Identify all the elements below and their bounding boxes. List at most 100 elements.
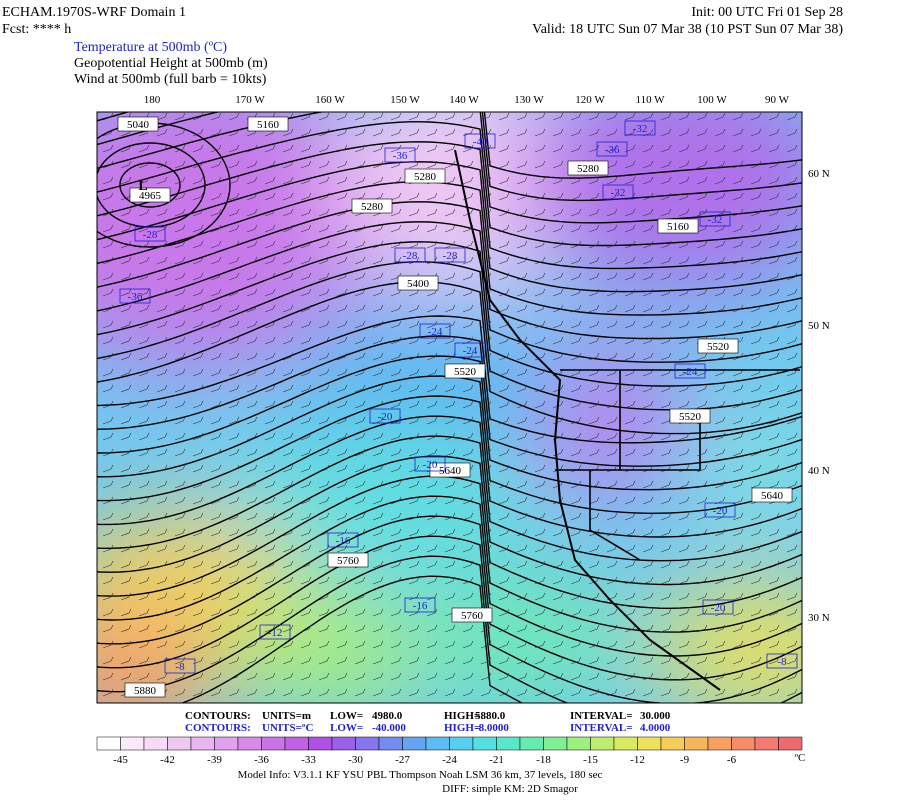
colorbar-swatch: [402, 736, 427, 751]
temp-label-box: [119, 288, 151, 304]
colorbar-label: -18: [536, 754, 551, 766]
temp-label: -24: [428, 326, 443, 338]
temp-label: -32: [611, 187, 626, 199]
temp-label-box: [164, 658, 196, 674]
temp-label: -32: [708, 214, 723, 226]
colorbar-swatch: [237, 736, 262, 751]
colorbar-swatch: [613, 736, 638, 751]
colorbar-label: -9: [680, 754, 690, 766]
lon-label: 160 W: [315, 94, 345, 106]
colorbar-swatch: [590, 736, 615, 751]
contour-line: [97, 535, 802, 703]
temp-label: -24: [683, 366, 698, 378]
temp-label-box: [394, 247, 426, 263]
colorbar-label: -39: [207, 754, 222, 766]
colorbar-label: -42: [160, 754, 175, 766]
contour-line: [97, 121, 802, 247]
footer: CONTOURS: UNITS=m LOW= 4980.0 HIGH=5880.0 INT…: [185, 710, 671, 734]
height-label: 5760: [461, 610, 484, 622]
contour-info: CONTOURS:: [185, 710, 251, 722]
forecast-hour: Fcst: **** h: [2, 22, 71, 37]
temp-label-box: [414, 456, 446, 472]
colorbar-label: -6: [727, 754, 737, 766]
contour-line: [97, 141, 802, 270]
colorbar-swatch: [355, 736, 380, 751]
temp-label-box: [369, 408, 401, 424]
colorbar-swatch: [308, 736, 333, 751]
height-label: 5160: [257, 119, 280, 131]
height-label-box: [451, 607, 493, 623]
contour-info: HIGH=: [444, 722, 480, 734]
coastline: [454, 149, 721, 691]
low-contour: [119, 162, 181, 208]
contour-line: [97, 112, 802, 224]
wind-barbs: [102, 112, 798, 697]
temp-label: -32: [633, 123, 648, 135]
temp-label-box: [766, 653, 798, 669]
temp-label: -28: [143, 229, 158, 241]
contour-line: [97, 515, 802, 681]
height-label: 5400: [407, 278, 430, 290]
colorbar-label: -45: [113, 754, 128, 766]
colorbar-swatch: [449, 736, 474, 751]
temp-label: -36: [393, 150, 408, 162]
height-label: 5040: [127, 119, 150, 131]
colorbar-swatch: [96, 736, 121, 751]
contour-info: CONTOURS:: [185, 722, 251, 734]
temp-label-box: [434, 247, 466, 263]
diff-info: DIFF: simple KM: 2D Smagor: [442, 783, 578, 795]
colorbar-swatch: [566, 736, 591, 751]
temp-label: -20: [713, 505, 728, 517]
contour-line: [97, 555, 802, 703]
height-label-box: [247, 116, 289, 132]
height-label-box: [351, 198, 393, 214]
colorbar-swatch: [261, 736, 286, 751]
colorbar-label: -36: [254, 754, 269, 766]
lon-label: 100 W: [697, 94, 727, 106]
temp-label: -16: [336, 535, 351, 547]
temp-label: -20: [378, 411, 393, 423]
contour-line: [97, 112, 802, 202]
temp-label-box: [404, 597, 436, 613]
map-labels: 180 170 W 160 W 150 W 140 W 130 W 120 W 110 W 10…: [117, 94, 830, 698]
field-height: Geopotential Height at 500mb (m): [74, 56, 268, 71]
colorbar-swatch: [496, 736, 521, 751]
temp-label-box: [134, 226, 166, 242]
colorbar-unit: ºC: [795, 752, 806, 764]
lat-label: 60 N: [808, 168, 830, 180]
height-label: 5880: [134, 685, 157, 697]
temp-label: -12: [268, 627, 283, 639]
temp-label-box: [699, 211, 731, 227]
lon-label: 150 W: [390, 94, 420, 106]
temp-label: -28: [443, 250, 458, 262]
height-label: 5520: [707, 341, 730, 353]
contour-info: HIGH=: [444, 710, 480, 722]
model-title: ECHAM.1970S-WRF Domain 1: [2, 5, 186, 20]
temp-label-box: [419, 323, 451, 339]
colorbar-swatch: [519, 736, 544, 751]
contour-info: 4980.0: [372, 710, 403, 722]
lon-label: 170 W: [235, 94, 265, 106]
temp-label-box: [674, 363, 706, 379]
height-label: 5760: [337, 555, 360, 567]
colorbar-label: -24: [442, 754, 457, 766]
lat-label: 40 N: [808, 465, 830, 477]
colorbar-label: -15: [583, 754, 598, 766]
colorbar-swatch: [331, 736, 356, 751]
colorbar-label: -27: [395, 754, 410, 766]
colorbar-label: -12: [630, 754, 645, 766]
height-label-box: [697, 338, 739, 354]
colorbar-swatch: [684, 736, 709, 751]
lon-label: 120 W: [575, 94, 605, 106]
temp-label: -28: [403, 250, 418, 262]
colorbar-swatch: [778, 736, 803, 751]
contour-line: [97, 112, 802, 179]
colorbar-label: -33: [301, 754, 316, 766]
height-contours: [97, 112, 802, 703]
temp-label-box: [624, 120, 656, 136]
lat-label: 30 N: [808, 612, 830, 624]
height-label-box: [124, 682, 166, 698]
height-label-box: [404, 168, 446, 184]
contour-line: [97, 395, 802, 538]
